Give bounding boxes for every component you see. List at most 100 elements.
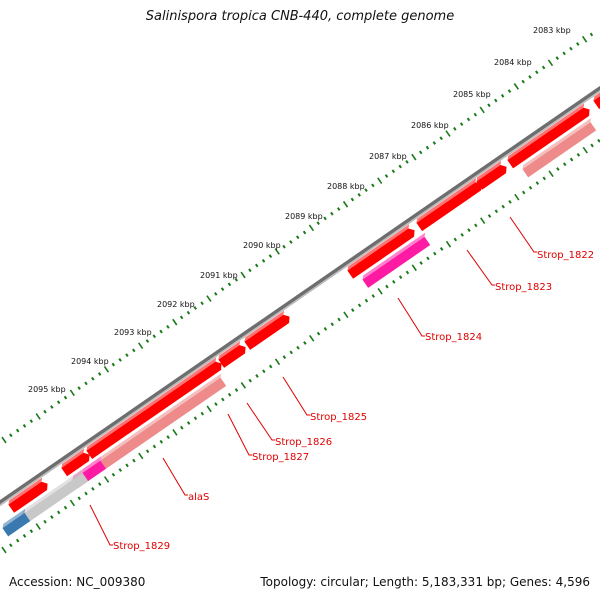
minor-tick [384, 174, 389, 178]
leader-line [282, 376, 310, 416]
minor-tick [337, 317, 341, 322]
minor-tick [9, 433, 13, 438]
minor-tick [179, 315, 184, 320]
minor-tick [118, 468, 122, 472]
minor-tick [528, 75, 532, 79]
major-tick [103, 476, 110, 483]
minor-tick [460, 232, 464, 237]
minor-tick [234, 388, 239, 392]
minor-tick [200, 411, 205, 416]
scale-label: 2085 kbp [453, 90, 491, 99]
minor-tick [255, 263, 259, 268]
minor-tick [63, 395, 68, 400]
minor-tick [350, 197, 355, 202]
minor-tick [323, 327, 328, 331]
major-tick [514, 193, 520, 201]
minor-tick [255, 374, 259, 378]
minor-tick [193, 416, 198, 421]
major-tick [172, 429, 178, 436]
trna-feature [362, 232, 431, 288]
minor-tick [186, 310, 191, 315]
major-tick [172, 318, 178, 326]
inner-scale-ticks [1, 138, 600, 554]
accession-text: Accession: NC_009380 [9, 575, 146, 589]
minor-tick [385, 284, 389, 289]
major-tick [35, 523, 41, 530]
minor-tick [268, 254, 273, 259]
scale-label: 2094 kbp [71, 357, 109, 366]
minor-tick [193, 306, 197, 310]
minor-tick [474, 223, 478, 228]
minor-tick [500, 93, 505, 98]
minor-tick [590, 143, 594, 148]
minor-tick [453, 126, 457, 131]
label-leader-lines [89, 216, 537, 546]
backbone-line [0, 85, 600, 507]
minor-tick [316, 331, 321, 336]
minor-tick [9, 543, 13, 548]
scale-label: 2092 kbp [157, 300, 195, 309]
gene-features [2, 92, 600, 537]
cds-feature [476, 160, 507, 190]
scale-label: 2089 kbp [285, 212, 323, 221]
minor-tick [159, 439, 164, 444]
minor-tick [398, 275, 403, 280]
major-tick [274, 248, 280, 255]
minor-tick [221, 397, 225, 402]
minor-tick [50, 515, 54, 519]
gene-label: Strop_1824 [425, 332, 482, 343]
minor-tick [535, 181, 540, 185]
minor-tick [459, 122, 464, 126]
minor-tick [77, 386, 81, 391]
major-tick [479, 106, 485, 114]
outer-scale-ticks [1, 32, 594, 444]
minor-tick [576, 42, 580, 46]
gene-label: Strop_1825 [310, 412, 367, 423]
leader-line [89, 504, 113, 546]
minor-tick [521, 190, 526, 195]
major-tick [547, 59, 554, 67]
minor-tick [323, 216, 327, 221]
minor-tick [132, 458, 136, 463]
minor-tick [303, 341, 307, 345]
major-tick [69, 499, 76, 507]
backbone [0, 85, 600, 507]
minor-tick [200, 301, 204, 306]
minor-tick [330, 211, 334, 216]
scale-label: 2083 kbp [533, 26, 571, 35]
cds-feature [218, 340, 246, 368]
minor-tick [351, 308, 355, 312]
minor-tick [84, 491, 88, 496]
major-tick [480, 217, 486, 225]
major-tick [581, 35, 588, 43]
minor-tick [555, 56, 560, 60]
major-tick [138, 452, 144, 460]
minor-tick [357, 303, 362, 308]
minor-tick [432, 141, 437, 145]
cds-feature [347, 224, 415, 279]
minor-tick [63, 505, 68, 510]
minor-tick [97, 372, 102, 376]
minor-tick [43, 519, 47, 524]
cds-feature [203, 357, 222, 379]
gene-label: Strop_1829 [113, 541, 170, 552]
major-tick [69, 389, 75, 397]
minor-tick [214, 291, 218, 296]
backbone-highlight [0, 89, 600, 507]
minor-tick [528, 185, 533, 190]
minor-tick [268, 364, 273, 369]
minor-tick [316, 221, 320, 226]
minor-tick [220, 287, 225, 292]
scale-label: 2095 kbp [28, 385, 66, 394]
gene-label: alaS [188, 492, 209, 503]
minor-tick [569, 46, 573, 51]
major-tick [513, 83, 519, 90]
gene-label: Strop_1823 [495, 282, 552, 293]
minor-tick [262, 369, 266, 374]
minor-tick [569, 157, 574, 162]
minor-tick [336, 207, 341, 211]
major-tick [206, 405, 212, 413]
major-tick [274, 358, 281, 366]
minor-tick [542, 176, 546, 181]
minor-tick [467, 228, 471, 233]
